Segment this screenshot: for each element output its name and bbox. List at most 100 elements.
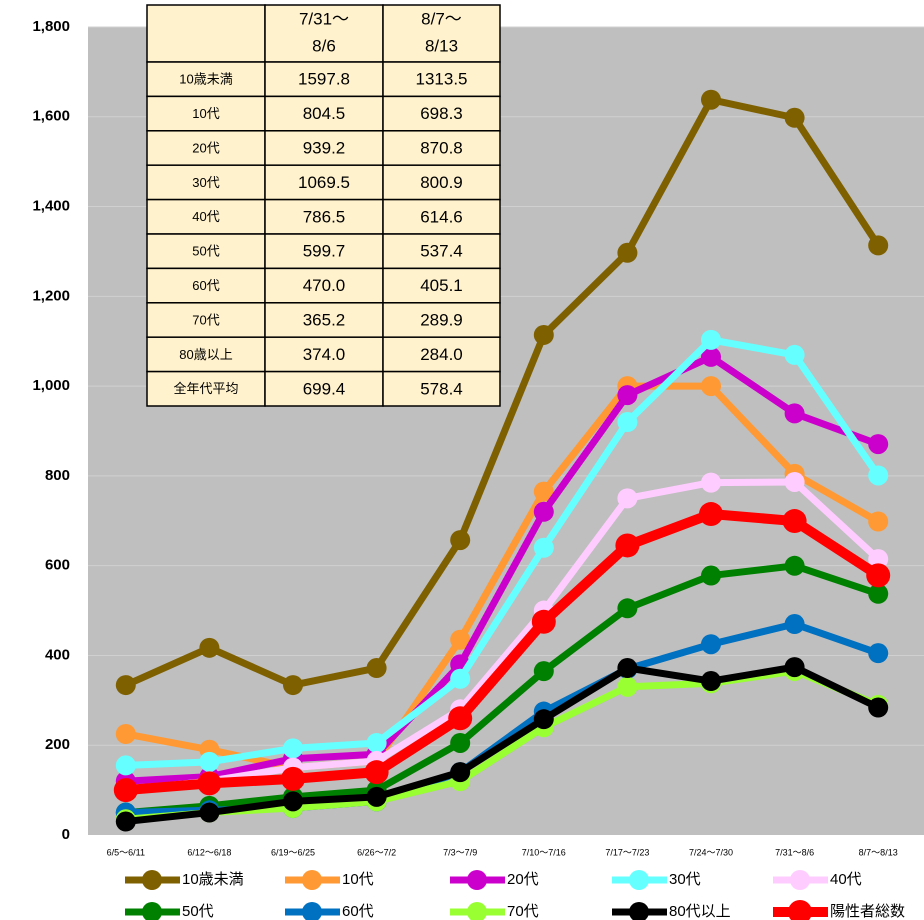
- legend-label: 40代: [830, 871, 862, 888]
- legend-marker: [142, 870, 162, 890]
- point: [784, 657, 805, 678]
- legend-label: 50代: [182, 903, 214, 920]
- series-line: [125, 336, 882, 769]
- point: [283, 738, 303, 759]
- legend-label: 60代: [342, 903, 374, 920]
- point: [868, 697, 889, 718]
- point: [617, 385, 638, 406]
- table-cell: [382, 302, 501, 338]
- table-cell: [264, 61, 384, 98]
- point: [448, 706, 473, 731]
- legend-label: 70代: [507, 903, 539, 920]
- table-row-label: 80歳以上: [179, 347, 232, 362]
- table-value: 289.9: [420, 310, 463, 329]
- y-tick-label: 1,200: [32, 287, 70, 304]
- point: [533, 709, 554, 730]
- point: [868, 643, 889, 664]
- point: [281, 766, 305, 791]
- point: [113, 778, 138, 803]
- y-tick-label: 1,800: [32, 18, 70, 35]
- table-value: 1313.5: [416, 70, 468, 89]
- table-row-label: 30代: [192, 175, 219, 190]
- point: [364, 760, 389, 785]
- table-header: 7/31～: [299, 9, 349, 28]
- point: [450, 732, 471, 753]
- point: [868, 549, 889, 570]
- point: [868, 465, 889, 486]
- table-row-label: 70代: [192, 312, 219, 327]
- table-cell: [264, 336, 384, 373]
- point: [782, 509, 807, 534]
- point: [533, 501, 554, 522]
- point: [617, 412, 638, 433]
- table-value: 578.4: [420, 379, 463, 398]
- point: [701, 376, 721, 397]
- table-cell: [382, 198, 501, 235]
- table-value: 1597.8: [298, 70, 350, 89]
- legend-marker: [788, 900, 812, 920]
- x-tick-label: 6/26～7/2: [357, 847, 396, 857]
- point: [366, 732, 387, 753]
- point: [866, 563, 891, 588]
- table-row-label: 10歳未満: [179, 72, 232, 87]
- point: [615, 533, 640, 558]
- legend-marker: [142, 902, 162, 920]
- point: [784, 614, 805, 635]
- table-value: 537.4: [420, 242, 463, 261]
- point: [533, 661, 554, 682]
- table-cell: [146, 4, 266, 63]
- table-cell: [382, 95, 501, 132]
- table-value: 939.2: [303, 138, 346, 157]
- legend-marker: [629, 902, 649, 920]
- point: [699, 502, 723, 527]
- table-cell: [382, 370, 501, 407]
- point: [115, 675, 136, 696]
- point: [784, 344, 805, 365]
- point: [701, 346, 721, 367]
- point: [701, 472, 721, 493]
- y-tick-label: 1,400: [32, 198, 70, 215]
- table-row-label: 10代: [192, 106, 219, 121]
- x-tick-label: 6/19～6/25: [271, 847, 315, 857]
- table-row-label: 40代: [192, 209, 219, 224]
- point: [533, 481, 554, 502]
- point: [617, 598, 638, 619]
- y-tick-label: 200: [45, 736, 70, 753]
- point: [868, 235, 889, 256]
- point: [701, 671, 721, 692]
- table-cell: [264, 233, 384, 270]
- x-tick-label: 6/5～6/11: [107, 847, 145, 857]
- legend-marker: [302, 902, 322, 920]
- point: [531, 609, 556, 634]
- y-tick-label: 600: [45, 557, 70, 574]
- point: [701, 565, 721, 586]
- table-cell: [382, 233, 501, 270]
- point: [868, 511, 889, 532]
- legend-label: 10歳未満: [182, 871, 244, 888]
- series-line: [124, 96, 882, 689]
- table-value: 698.3: [420, 104, 463, 123]
- point: [868, 583, 889, 604]
- table-value: 470.0: [303, 276, 346, 295]
- x-tick-label: 6/12～6/18: [187, 847, 231, 857]
- point: [784, 403, 805, 424]
- table-cell: [382, 267, 501, 304]
- table-cell: [382, 61, 501, 98]
- point: [617, 488, 638, 509]
- point: [450, 762, 471, 783]
- y-tick-label: 0: [62, 826, 70, 843]
- legend-label: 10代: [342, 871, 374, 888]
- point: [450, 668, 471, 689]
- point: [450, 629, 471, 650]
- point: [450, 530, 471, 551]
- table-cell: [264, 370, 384, 407]
- legend-marker: [302, 870, 322, 890]
- table-value: 786.5: [303, 207, 346, 226]
- point: [701, 329, 721, 350]
- table-header: 8/6: [312, 36, 336, 55]
- table-value: 800.9: [420, 173, 463, 192]
- y-tick-label: 800: [45, 467, 70, 484]
- y-tick-label: 1,000: [32, 377, 70, 394]
- table-cell: [146, 164, 266, 201]
- table-cell: [146, 267, 266, 304]
